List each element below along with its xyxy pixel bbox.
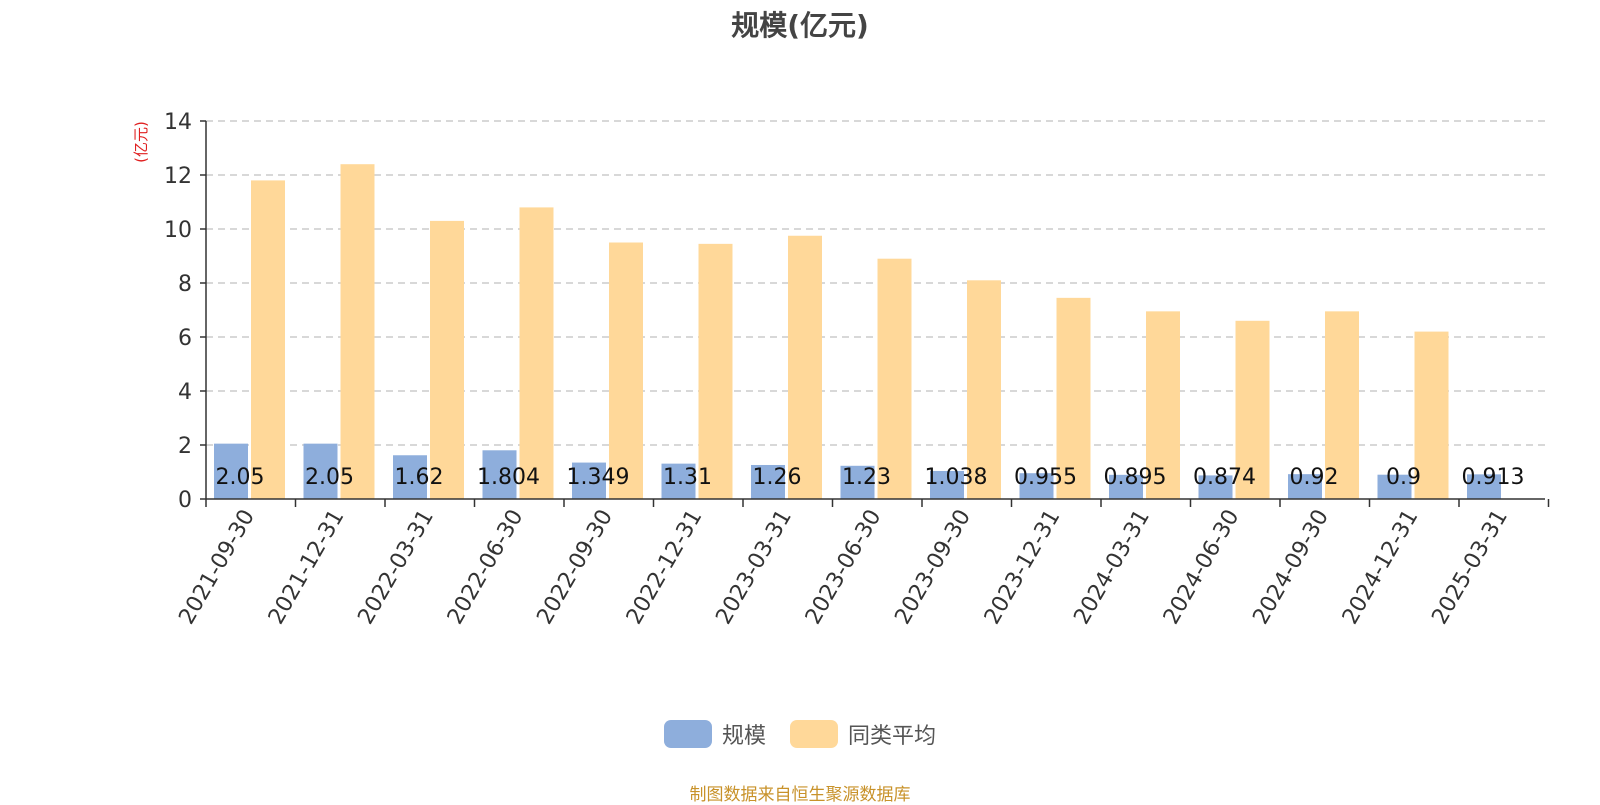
data-label: 1.349	[567, 465, 630, 490]
bar-peer-average[interactable]	[251, 180, 285, 499]
bar-scale[interactable]	[930, 470, 964, 499]
legend-label-peer-average: 同类平均	[848, 724, 937, 749]
bar-scale[interactable]	[1109, 474, 1143, 499]
data-label: 1.804	[477, 465, 540, 490]
x-tick-label: 2023-12-31	[980, 506, 1066, 629]
data-label: 0.955	[1014, 465, 1077, 490]
legend-swatch-peer-average	[790, 720, 838, 748]
data-label: 0.92	[1290, 465, 1339, 490]
bar-peer-average[interactable]	[788, 235, 822, 499]
x-tick-label: 2023-03-31	[711, 506, 797, 629]
bar-scale[interactable]	[1198, 475, 1233, 499]
data-label: 1.62	[395, 465, 444, 490]
bar-scale[interactable]	[1288, 474, 1322, 499]
bar-scale[interactable]	[214, 443, 248, 499]
bar-scale[interactable]	[1019, 473, 1054, 499]
bar-peer-average[interactable]	[609, 242, 643, 500]
x-tick-label: 2022-12-31	[622, 506, 708, 629]
data-label: 1.038	[925, 465, 988, 490]
bar-peer-average[interactable]	[519, 207, 554, 499]
bar-peer-average[interactable]	[430, 220, 464, 499]
legend-item-scale[interactable]: 规模	[663, 718, 766, 750]
x-tick-label: 2021-12-31	[264, 506, 350, 629]
bar-peer-average[interactable]	[340, 164, 375, 499]
bar-peer-average[interactable]	[698, 243, 733, 499]
bar-peer-average[interactable]	[1414, 331, 1449, 499]
legend: 规模 同类平均	[0, 718, 1600, 750]
bar-scale[interactable]	[1377, 474, 1412, 499]
bar-peer-average[interactable]	[877, 258, 912, 499]
y-axis-title: (亿元)	[132, 121, 150, 163]
x-tick-label: 2024-09-30	[1248, 506, 1334, 629]
x-tick-label: 2023-06-30	[801, 506, 887, 629]
x-tick-label: 2024-06-30	[1159, 506, 1245, 629]
legend-swatch-scale	[663, 720, 712, 748]
bar-scale[interactable]	[1467, 474, 1501, 499]
bar-peer-average[interactable]	[1235, 320, 1270, 499]
bar-peer-average[interactable]	[967, 280, 1001, 499]
source-note: 制图数据来自恒生聚源数据库	[689, 785, 911, 805]
bar-peer-average[interactable]	[1146, 311, 1180, 499]
bar-scale[interactable]	[482, 450, 517, 499]
bar-chart: 0 2 4 6 8 10 12 14 2021-09-30 2.05 2021-12-31 2.05…	[132, 110, 1550, 629]
x-tick-label: 2022-03-31	[353, 506, 439, 629]
bar-scale[interactable]	[840, 465, 875, 499]
y-tick-label: 10	[164, 218, 192, 243]
data-labels: 2021-09-30 2.05 2021-12-31 2.05 2022-03-31 1.…	[174, 465, 1524, 629]
y-tick-label: 14	[164, 110, 192, 135]
legend-label-scale: 规模	[721, 724, 766, 749]
bar-scale[interactable]	[393, 455, 427, 499]
y-tick-label: 2	[178, 434, 192, 459]
data-label: 0.874	[1193, 465, 1256, 490]
axes: 0 2 4 6 8 10 12 14	[164, 110, 1550, 513]
x-tick-label: 2024-12-31	[1338, 506, 1424, 629]
data-label: 2.05	[216, 465, 265, 490]
bar-scale[interactable]	[661, 463, 696, 499]
bar-scale[interactable]	[751, 464, 785, 499]
y-tick-label: 8	[178, 272, 192, 297]
data-label: 0.895	[1104, 465, 1167, 490]
x-tick-label: 2022-06-30	[443, 506, 529, 629]
bar-peer-average[interactable]	[1325, 311, 1359, 499]
x-tick-label: 2024-03-31	[1069, 506, 1155, 629]
data-label: 1.23	[842, 465, 891, 490]
y-tick-label: 0	[178, 488, 192, 513]
legend-item-peer-average[interactable]: 同类平均	[790, 718, 936, 750]
x-tick-label: 2022-09-30	[532, 506, 618, 629]
chart-title: 规模(亿元)	[731, 9, 869, 42]
bar-scale[interactable]	[572, 462, 606, 499]
bar-peer-average[interactable]	[1056, 297, 1091, 499]
data-label: 0.9	[1386, 465, 1421, 490]
data-label: 2.05	[305, 465, 354, 490]
data-label: 0.913	[1462, 465, 1525, 490]
y-tick-label: 4	[178, 380, 192, 405]
bar-scale[interactable]	[303, 443, 338, 499]
y-tick-label: 6	[178, 326, 192, 351]
data-label: 1.31	[663, 465, 712, 490]
data-label: 1.26	[753, 465, 802, 490]
y-tick-label: 12	[164, 164, 192, 189]
x-tick-label: 2023-09-30	[890, 506, 976, 629]
x-tick-label: 2021-09-30	[174, 506, 260, 629]
x-tick-label: 2025-03-31	[1427, 506, 1513, 629]
bars	[214, 164, 1501, 499]
